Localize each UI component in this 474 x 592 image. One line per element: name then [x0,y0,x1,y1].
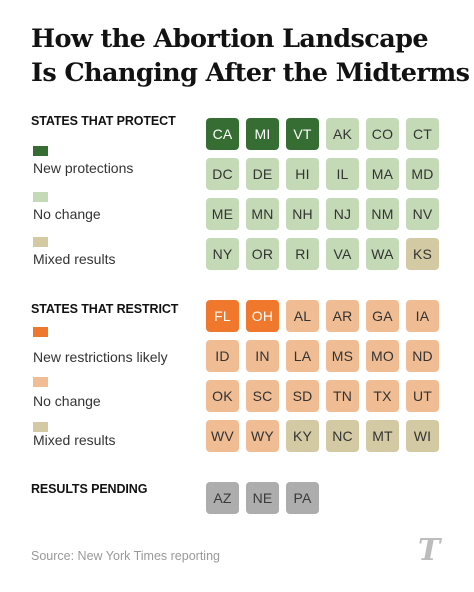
state-tile-ut: UT [406,380,439,412]
state-tile-ca: CA [206,118,239,150]
title-line-1: How the Abortion Landscape [31,24,429,54]
state-tile-nv: NV [406,198,439,230]
legend-swatch [33,327,48,337]
state-tile-ma: MA [366,158,399,190]
legend-label: New protections [33,160,134,176]
state-tile-al: AL [286,300,319,332]
state-tile-wa: WA [366,238,399,270]
state-tile-nj: NJ [326,198,359,230]
state-tile-il: IL [326,158,359,190]
state-tile-ks: KS [406,238,439,270]
legend-label: New restrictions likely [33,349,168,365]
state-tile-de: DE [246,158,279,190]
legend-swatch [33,237,48,247]
state-tile-md: MD [406,158,439,190]
state-tile-nm: NM [366,198,399,230]
source-note: Source: New York Times reporting [31,549,220,563]
state-tile-me: ME [206,198,239,230]
state-tile-wv: WV [206,420,239,452]
legend-swatch [33,422,48,432]
legend-swatch [33,192,48,202]
section-heading: RESULTS PENDING [31,482,148,496]
legend-swatch [33,146,48,156]
state-tile-ak: AK [326,118,359,150]
state-tile-ga: GA [366,300,399,332]
state-tile-in: IN [246,340,279,372]
state-tile-vt: VT [286,118,319,150]
state-tile-ct: CT [406,118,439,150]
state-tile-or: OR [246,238,279,270]
state-tile-dc: DC [206,158,239,190]
chart-title: How the Abortion Landscape Is Changing A… [31,22,470,90]
state-tile-ia: IA [406,300,439,332]
legend-label: No change [33,206,101,222]
state-tile-wy: WY [246,420,279,452]
state-tile-ok: OK [206,380,239,412]
state-tile-nd: ND [406,340,439,372]
state-tile-mi: MI [246,118,279,150]
legend-swatch [33,377,48,387]
nyt-logo-icon: T [417,533,441,568]
state-tile-id: ID [206,340,239,372]
state-tile-ne: NE [246,482,279,514]
legend-label: No change [33,393,101,409]
state-tile-ky: KY [286,420,319,452]
state-tile-sd: SD [286,380,319,412]
state-tile-mo: MO [366,340,399,372]
state-tile-wi: WI [406,420,439,452]
state-tile-pa: PA [286,482,319,514]
state-tile-hi: HI [286,158,319,190]
state-tile-tn: TN [326,380,359,412]
section-heading: STATES THAT PROTECT [31,114,176,128]
state-tile-nc: NC [326,420,359,452]
state-tile-fl: FL [206,300,239,332]
state-tile-sc: SC [246,380,279,412]
state-tile-nh: NH [286,198,319,230]
title-line-2: Is Changing After the Midterms [31,58,470,88]
state-tile-ri: RI [286,238,319,270]
state-tile-mn: MN [246,198,279,230]
state-tile-ms: MS [326,340,359,372]
state-tile-tx: TX [366,380,399,412]
state-tile-mt: MT [366,420,399,452]
state-tile-ar: AR [326,300,359,332]
section-heading: STATES THAT RESTRICT [31,302,179,316]
state-tile-oh: OH [246,300,279,332]
state-tile-co: CO [366,118,399,150]
legend-label: Mixed results [33,251,116,267]
state-tile-va: VA [326,238,359,270]
state-tile-la: LA [286,340,319,372]
state-tile-ny: NY [206,238,239,270]
legend-label: Mixed results [33,432,116,448]
state-tile-az: AZ [206,482,239,514]
